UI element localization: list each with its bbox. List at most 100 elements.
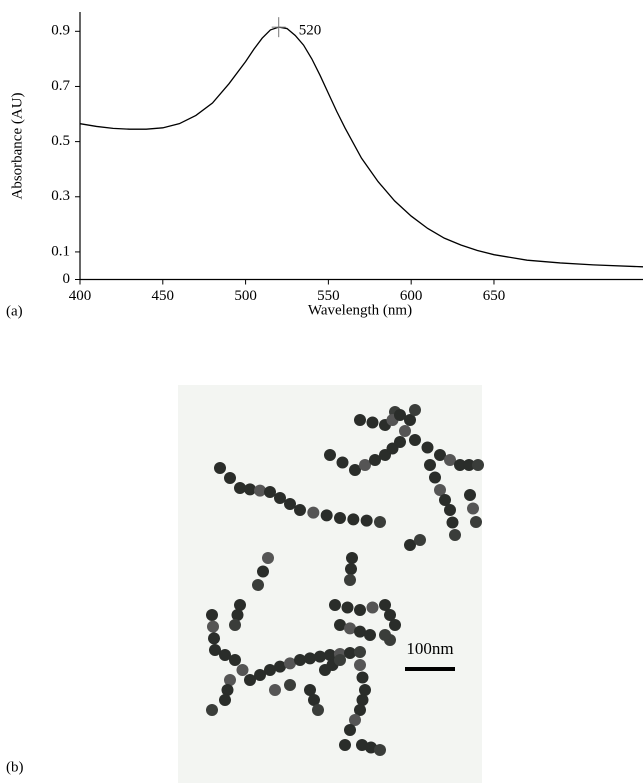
nanoparticle (252, 579, 264, 591)
y-tick-label: 0.3 (51, 188, 70, 204)
image-background (178, 385, 482, 783)
nanoparticle (347, 513, 360, 526)
nanoparticle (349, 714, 361, 726)
x-tick-label: 400 (69, 288, 92, 304)
x-axis-label: Wavelength (nm) (308, 302, 412, 318)
nanoparticle (379, 599, 391, 611)
nanoparticle (354, 625, 366, 638)
nanoparticle (384, 609, 396, 621)
nanoparticle (294, 504, 306, 516)
nanoparticle (336, 456, 349, 469)
nanoparticle (244, 483, 256, 496)
nanoparticle (346, 552, 358, 564)
nanoparticle (374, 744, 386, 756)
nanoparticle (463, 459, 475, 471)
spectrum-line (79, 26, 643, 268)
nanoparticle (307, 506, 320, 519)
nanoparticle (344, 574, 356, 586)
nanoparticle (449, 529, 461, 541)
nanoparticle (470, 516, 482, 528)
nanoparticle (219, 649, 231, 661)
nanoparticle (244, 674, 256, 686)
nanoparticle (444, 504, 456, 516)
nanoparticle (264, 664, 276, 676)
nanoparticle (312, 704, 324, 716)
nanoparticle (229, 654, 241, 666)
nanoparticle (467, 502, 479, 515)
nanoparticle (234, 482, 246, 494)
panel-label: (b) (6, 759, 24, 775)
nanoparticle (409, 434, 421, 446)
panel-label: (a) (6, 303, 23, 319)
nanoparticle (364, 629, 376, 641)
nanoparticle (404, 414, 416, 426)
x-tick-label: 600 (400, 288, 423, 304)
nanoparticle (349, 464, 361, 476)
nanoparticle (229, 619, 241, 631)
nanoparticle (374, 516, 386, 528)
nanoparticle (444, 454, 456, 466)
nanoparticle (389, 619, 401, 631)
nanoparticle (356, 739, 368, 751)
scale-bar-label: 100nm (406, 639, 453, 658)
nanoparticle (334, 512, 346, 524)
nanoparticle (394, 409, 406, 421)
nanoparticle (234, 599, 246, 611)
x-tick-label: 650 (483, 288, 506, 304)
nanoparticle (394, 436, 406, 448)
nanoparticle (344, 647, 356, 659)
nanoparticle (224, 674, 236, 686)
nanoparticle (414, 534, 426, 546)
y-tick-label: 0 (63, 271, 71, 287)
nanoparticle (334, 654, 346, 666)
nanoparticle (254, 484, 266, 497)
nanoparticle (334, 619, 346, 631)
nanoparticle (304, 684, 316, 696)
x-tick-label: 450 (152, 288, 175, 304)
nanoparticle (206, 609, 218, 621)
y-tick-label: 0.5 (51, 133, 70, 149)
nanoparticle (214, 462, 226, 474)
nanoparticle (231, 609, 244, 621)
nanoparticle (424, 459, 436, 471)
nanoparticle (284, 657, 296, 670)
nanoparticle (354, 659, 366, 671)
nanoparticle (356, 694, 369, 706)
y-axis-label: Absorbance (AU) (9, 92, 25, 199)
nanoparticle (379, 629, 391, 641)
nanoparticle (344, 622, 356, 635)
nanoparticle (224, 472, 236, 484)
y-tick-label: 0.9 (51, 23, 70, 39)
nanoparticle (356, 671, 369, 684)
nanoparticle (206, 704, 218, 716)
nanoparticle (264, 486, 276, 498)
nanoparticle (341, 601, 354, 614)
nanoparticle (262, 552, 274, 564)
nanoparticle (360, 514, 373, 527)
nanoparticle (359, 684, 371, 696)
nanoparticle (339, 739, 351, 751)
nanoparticle (454, 459, 466, 471)
nanoparticle (304, 652, 316, 665)
nanoparticle (434, 449, 446, 461)
nanoparticle (366, 416, 379, 429)
nanoparticle (208, 632, 220, 645)
nanoparticle (354, 604, 366, 616)
nanoparticle (421, 441, 434, 454)
x-tick-label: 550 (317, 288, 340, 304)
nanoparticle (324, 449, 336, 461)
nanoparticle (236, 664, 249, 676)
nanoparticle (344, 724, 356, 736)
nanoparticle (354, 704, 366, 716)
nanoparticle (354, 646, 366, 658)
nanoparticle (329, 599, 341, 611)
nanoparticle (314, 650, 326, 663)
nanoparticle (308, 694, 320, 706)
nanoparticle (257, 565, 269, 578)
nanoparticle (320, 509, 333, 522)
nanoparticle (284, 498, 296, 510)
nanoparticle (284, 679, 296, 691)
y-tick-label: 0.1 (51, 243, 70, 259)
x-tick-label: 500 (234, 288, 257, 304)
